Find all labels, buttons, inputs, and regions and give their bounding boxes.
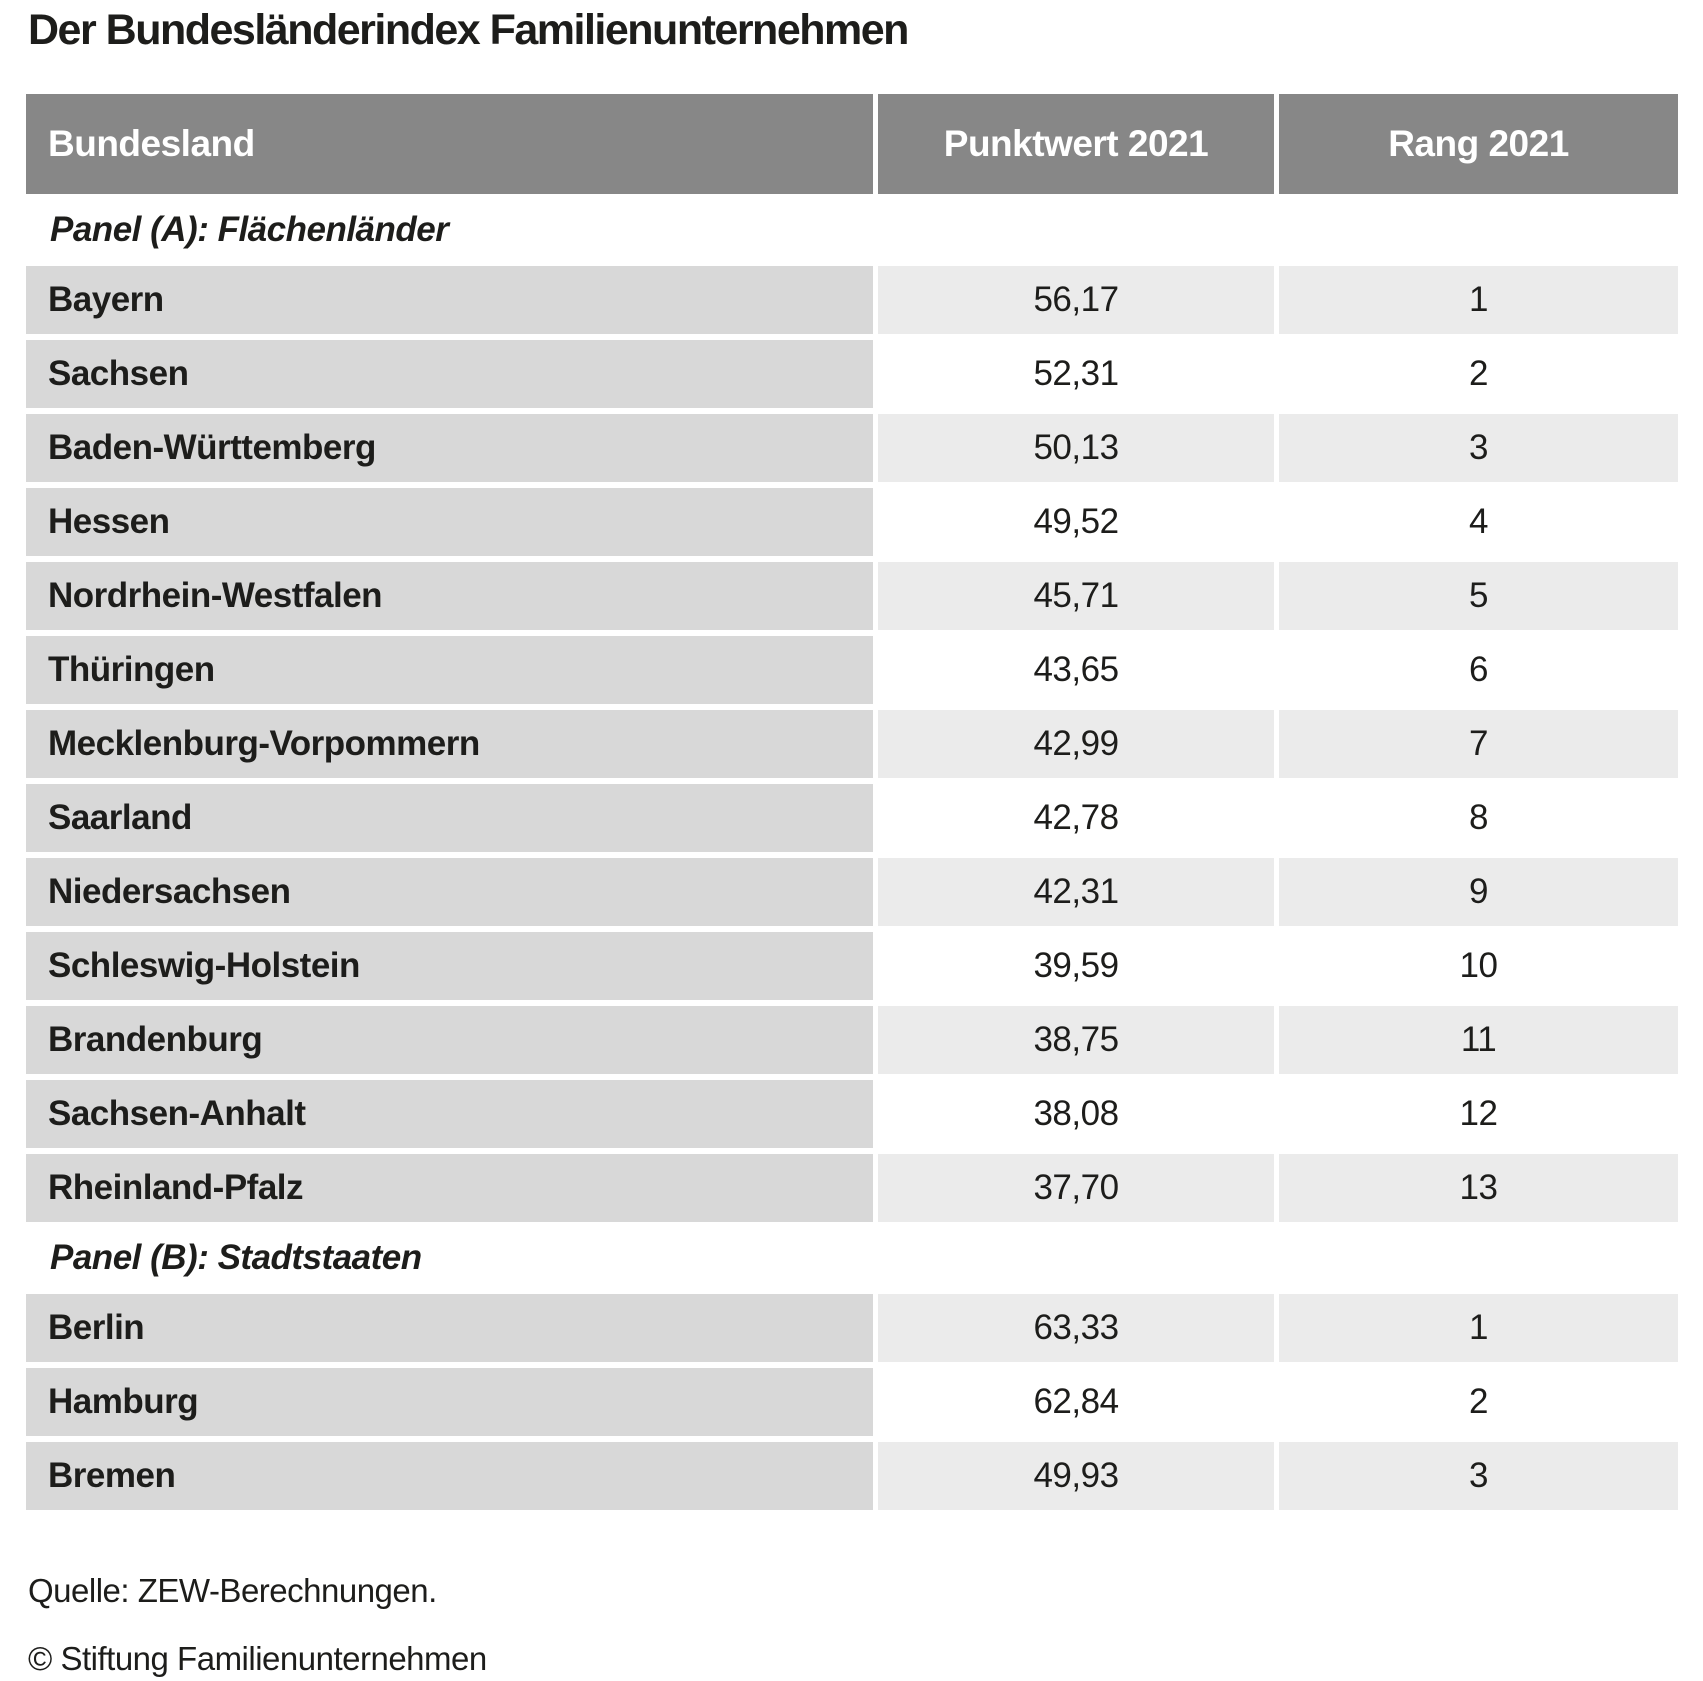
punktwert-cell: 45,71 (878, 562, 1274, 630)
bundesland-cell: Rheinland-Pfalz (26, 1154, 873, 1222)
bundesland-cell: Nordrhein-Westfalen (26, 562, 873, 630)
table-body: Panel (A): Flächenländer Bayern 56,17 1 Sach… (26, 200, 1678, 1510)
col-header-punktwert: Punktwert 2021 (878, 94, 1274, 194)
bundesland-cell: Hessen (26, 488, 873, 556)
bundesland-cell: Schleswig-Holstein (26, 932, 873, 1000)
rang-cell: 13 (1279, 1154, 1678, 1222)
bundesland-cell: Niedersachsen (26, 858, 873, 926)
rang-cell: 3 (1279, 414, 1678, 482)
col-header-bundesland: Bundesland (26, 94, 873, 194)
table-row: Hamburg 62,84 2 (26, 1368, 1678, 1436)
panel-heading: Panel (B): Stadtstaaten (26, 1228, 1678, 1288)
punktwert-cell: 39,59 (878, 932, 1274, 1000)
punktwert-cell: 62,84 (878, 1368, 1274, 1436)
panel-heading: Panel (A): Flächenländer (26, 200, 1678, 260)
table-row: Brandenburg 38,75 11 (26, 1006, 1678, 1074)
rang-cell: 6 (1279, 636, 1678, 704)
table-row: Thüringen 43,65 6 (26, 636, 1678, 704)
table-row: Hessen 49,52 4 (26, 488, 1678, 556)
punktwert-cell: 37,70 (878, 1154, 1274, 1222)
rang-cell: 5 (1279, 562, 1678, 630)
table-row: Mecklenburg-Vorpommern 42,99 7 (26, 710, 1678, 778)
table-row: Bayern 56,17 1 (26, 266, 1678, 334)
table-header-row: Bundesland Punktwert 2021 Rang 2021 (26, 94, 1678, 194)
rang-cell: 12 (1279, 1080, 1678, 1148)
punktwert-cell: 63,33 (878, 1294, 1274, 1362)
table-row: Berlin 63,33 1 (26, 1294, 1678, 1362)
punktwert-cell: 42,99 (878, 710, 1274, 778)
figure-title: Der Bundesländerindex Familienunternehme… (28, 6, 909, 54)
rang-cell: 1 (1279, 266, 1678, 334)
table-row: Nordrhein-Westfalen 45,71 5 (26, 562, 1678, 630)
bundesland-cell: Baden-Württemberg (26, 414, 873, 482)
bundesland-cell: Thüringen (26, 636, 873, 704)
punktwert-cell: 43,65 (878, 636, 1274, 704)
punktwert-cell: 50,13 (878, 414, 1274, 482)
bundesland-cell: Bremen (26, 1442, 873, 1510)
bundesland-cell: Hamburg (26, 1368, 873, 1436)
bundesland-cell: Brandenburg (26, 1006, 873, 1074)
rang-cell: 9 (1279, 858, 1678, 926)
punktwert-cell: 56,17 (878, 266, 1274, 334)
punktwert-cell: 49,52 (878, 488, 1274, 556)
rang-cell: 4 (1279, 488, 1678, 556)
ranking-table: Bundesland Punktwert 2021 Rang 2021 Pane… (26, 94, 1678, 1516)
copyright-note: © Stiftung Familienunternehmen (28, 1640, 487, 1677)
rang-cell: 8 (1279, 784, 1678, 852)
table-row: Niedersachsen 42,31 9 (26, 858, 1678, 926)
rang-cell: 10 (1279, 932, 1678, 1000)
bundesland-cell: Saarland (26, 784, 873, 852)
punktwert-cell: 49,93 (878, 1442, 1274, 1510)
bundesland-cell: Bayern (26, 266, 873, 334)
rang-cell: 1 (1279, 1294, 1678, 1362)
bundesland-cell: Sachsen (26, 340, 873, 408)
punktwert-cell: 38,75 (878, 1006, 1274, 1074)
table-row: Bremen 49,93 3 (26, 1442, 1678, 1510)
bundesland-cell: Mecklenburg-Vorpommern (26, 710, 873, 778)
rang-cell: 11 (1279, 1006, 1678, 1074)
rang-cell: 2 (1279, 1368, 1678, 1436)
rang-cell: 7 (1279, 710, 1678, 778)
table-row: Sachsen 52,31 2 (26, 340, 1678, 408)
table-row: Rheinland-Pfalz 37,70 13 (26, 1154, 1678, 1222)
punktwert-cell: 38,08 (878, 1080, 1274, 1148)
punktwert-cell: 42,78 (878, 784, 1274, 852)
bundesland-cell: Berlin (26, 1294, 873, 1362)
punktwert-cell: 42,31 (878, 858, 1274, 926)
punktwert-cell: 52,31 (878, 340, 1274, 408)
table-row: Saarland 42,78 8 (26, 784, 1678, 852)
table-row: Baden-Württemberg 50,13 3 (26, 414, 1678, 482)
rang-cell: 2 (1279, 340, 1678, 408)
rang-cell: 3 (1279, 1442, 1678, 1510)
col-header-rang: Rang 2021 (1279, 94, 1678, 194)
table-row: Schleswig-Holstein 39,59 10 (26, 932, 1678, 1000)
source-note: Quelle: ZEW-Berechnungen. (28, 1572, 437, 1609)
table-row: Sachsen-Anhalt 38,08 12 (26, 1080, 1678, 1148)
bundesland-cell: Sachsen-Anhalt (26, 1080, 873, 1148)
